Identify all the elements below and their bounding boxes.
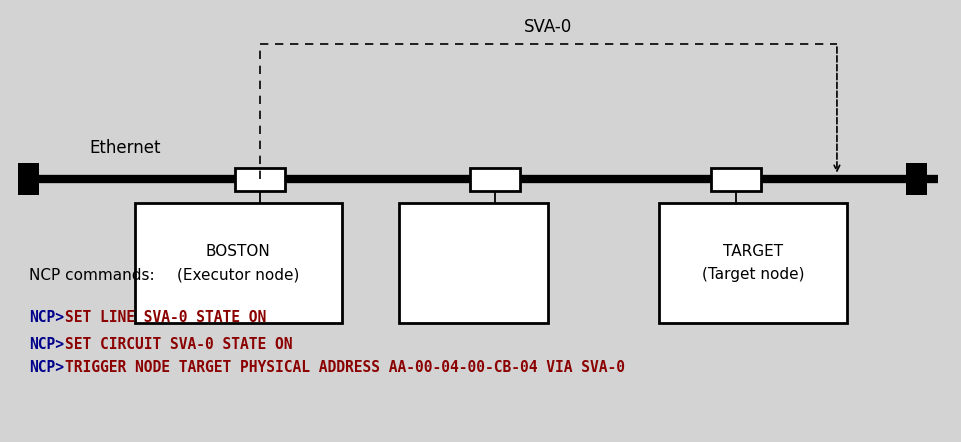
Bar <box>234 168 284 191</box>
Text: Ethernet: Ethernet <box>89 139 160 157</box>
Text: NCP>: NCP> <box>29 337 63 352</box>
Text: NCP>: NCP> <box>29 310 63 325</box>
Text: TRIGGER NODE TARGET PHYSICAL ADDRESS AA-00-04-00-CB-04 VIA SVA-0: TRIGGER NODE TARGET PHYSICAL ADDRESS AA-… <box>65 360 625 375</box>
Text: TARGET
(Target node): TARGET (Target node) <box>701 244 803 282</box>
Bar <box>905 163 926 195</box>
Bar <box>470 168 520 191</box>
Bar <box>658 203 846 323</box>
Bar <box>135 203 341 323</box>
Bar <box>399 203 548 323</box>
Text: SVA-0: SVA-0 <box>524 18 572 36</box>
Text: BOSTON
(Executor node): BOSTON (Executor node) <box>177 244 299 282</box>
Text: NCP>: NCP> <box>29 360 63 375</box>
Text: NCP commands:: NCP commands: <box>29 268 155 283</box>
Bar <box>710 168 760 191</box>
Text: SET LINE SVA-0 STATE ON: SET LINE SVA-0 STATE ON <box>65 310 266 325</box>
Bar <box>18 163 39 195</box>
Text: SET CIRCUIT SVA-0 STATE ON: SET CIRCUIT SVA-0 STATE ON <box>65 337 292 352</box>
